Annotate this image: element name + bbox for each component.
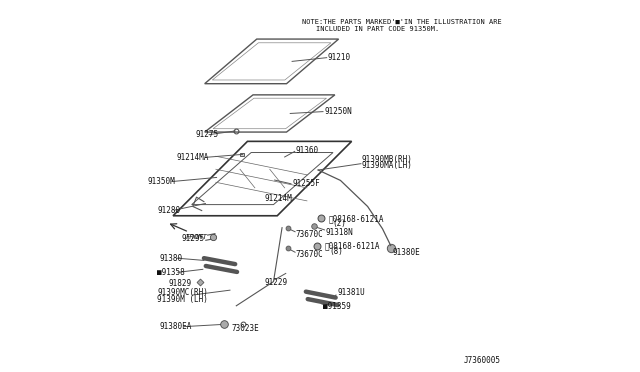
- Text: 73670C: 73670C: [296, 250, 324, 259]
- Text: 91295: 91295: [182, 234, 205, 243]
- Text: 91214MA: 91214MA: [177, 153, 209, 162]
- Text: 91381U: 91381U: [337, 288, 365, 296]
- Text: 91380E: 91380E: [392, 248, 420, 257]
- Text: 91229: 91229: [265, 278, 288, 287]
- Text: 91210: 91210: [328, 53, 351, 62]
- Text: (2): (2): [333, 219, 346, 228]
- Text: 91829: 91829: [169, 279, 192, 288]
- Text: 91250N: 91250N: [324, 107, 352, 116]
- Text: 91318N: 91318N: [326, 228, 353, 237]
- Text: 91214M: 91214M: [265, 194, 292, 203]
- Text: 91350M: 91350M: [147, 177, 175, 186]
- Text: Ⓢ08168-6121A: Ⓢ08168-6121A: [328, 214, 384, 223]
- Text: J7360005: J7360005: [463, 356, 500, 365]
- Text: FRONT: FRONT: [186, 234, 207, 240]
- Text: 91380: 91380: [159, 254, 182, 263]
- Text: 91380EA: 91380EA: [159, 322, 191, 331]
- Bar: [240, 153, 244, 156]
- Text: 73670C: 73670C: [296, 230, 324, 239]
- Text: 73023E: 73023E: [232, 324, 259, 333]
- Text: 91255F: 91255F: [292, 179, 320, 188]
- Text: 91390MC(RH): 91390MC(RH): [157, 288, 208, 297]
- Text: NOTE:THE PARTS MARKED'■'IN THE ILLUSTRATION ARE: NOTE:THE PARTS MARKED'■'IN THE ILLUSTRAT…: [302, 19, 502, 25]
- Text: INCLUDED IN PART CODE 91350M.: INCLUDED IN PART CODE 91350M.: [316, 26, 440, 32]
- Text: 91360: 91360: [296, 146, 319, 155]
- Text: 91280: 91280: [157, 206, 180, 215]
- Text: 91390MB(RH): 91390MB(RH): [362, 155, 413, 164]
- Text: Ⓢ08168-6121A: Ⓢ08168-6121A: [324, 242, 380, 251]
- Text: 91390M (LH): 91390M (LH): [157, 295, 208, 304]
- Text: 91275: 91275: [195, 130, 218, 139]
- Text: 91390MA(LH): 91390MA(LH): [362, 161, 413, 170]
- Text: ■91358: ■91358: [157, 268, 185, 277]
- Text: (8): (8): [329, 247, 343, 256]
- Text: ■91359: ■91359: [323, 302, 351, 311]
